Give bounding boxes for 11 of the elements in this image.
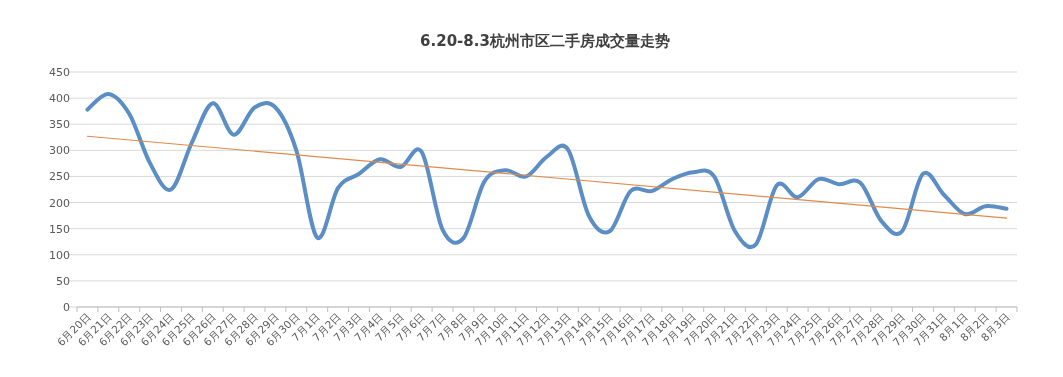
y-tick-label: 50 (56, 274, 70, 288)
y-tick-label: 250 (49, 170, 70, 184)
y-tick-label: 150 (49, 222, 70, 236)
y-tick-label: 400 (49, 92, 70, 106)
y-tick-label: 200 (49, 196, 70, 210)
chart-title: 6.20-8.3杭州市区二手房成交量走势 (420, 32, 670, 50)
y-tick-label: 0 (63, 301, 70, 314)
y-tick-label: 450 (49, 66, 70, 79)
y-tick-label: 100 (49, 248, 70, 262)
y-tick-label: 300 (49, 144, 70, 158)
y-tick-label: 350 (49, 118, 70, 132)
